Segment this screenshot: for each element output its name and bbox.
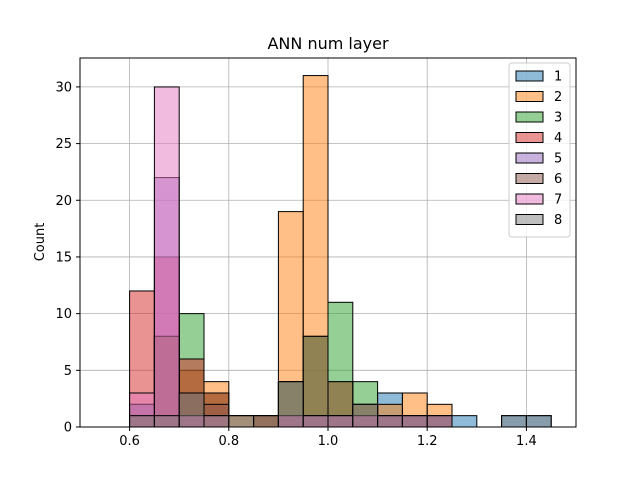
histogram-bar-series-8 — [327, 415, 354, 428]
histogram-bar-series-8 — [228, 415, 255, 428]
legend-label-3: 3 — [554, 111, 562, 126]
legend-label-1: 1 — [554, 70, 562, 85]
legend-swatch-1 — [515, 70, 544, 82]
histogram-bar-series-8 — [277, 381, 304, 428]
histogram-bar-series-8 — [501, 415, 527, 428]
legend: 1 2 3 4 5 6 7 8 — [508, 62, 571, 238]
histogram-bar-series-8 — [401, 415, 428, 428]
histogram-bar-series-8 — [203, 415, 230, 428]
legend-swatch-2 — [515, 91, 544, 102]
histogram-bar-series-8 — [426, 415, 453, 428]
legend-label-4: 4 — [554, 131, 562, 146]
histogram-bar-series-7 — [153, 86, 180, 428]
histogram-bar-series-8 — [377, 415, 403, 428]
legend-swatch-4 — [515, 132, 544, 143]
x-tick-label: 1.4 — [516, 434, 537, 449]
x-tick-label: 1.0 — [318, 434, 339, 449]
legend-swatch-6 — [515, 173, 544, 184]
legend-label-7: 7 — [554, 193, 562, 208]
histogram-bar-series-8 — [302, 415, 329, 428]
x-tick-label: 0.8 — [218, 434, 239, 449]
y-tick-label: 10 — [55, 307, 72, 322]
x-tick-label: 1.2 — [417, 434, 438, 449]
y-tick-label: 30 — [55, 80, 72, 95]
legend-label-2: 2 — [554, 90, 562, 105]
legend-label-8: 8 — [554, 213, 562, 228]
histogram-bar-series-8 — [352, 403, 379, 428]
y-tick-label: 25 — [55, 137, 72, 152]
legend-swatch-5 — [515, 152, 544, 164]
chart-title: ANN num layer — [267, 34, 388, 53]
legend-swatch-8 — [515, 214, 544, 225]
histogram-bar-series-8 — [253, 415, 279, 428]
histogram-bar-series-8 — [153, 415, 180, 428]
y-axis-label: Count — [33, 223, 48, 262]
legend-label-6: 6 — [554, 172, 562, 187]
y-tick-label: 20 — [55, 194, 72, 209]
histogram-bar-series-6 — [302, 335, 329, 428]
histogram-bar-series-8 — [178, 392, 205, 428]
legend-swatch-3 — [515, 111, 544, 123]
histogram-bar-series-1 — [451, 415, 478, 428]
bars-layer — [129, 75, 552, 428]
y-tick-label: 5 — [64, 364, 72, 379]
histogram-bar-series-8 — [129, 415, 155, 428]
histogram-bar-series-8 — [525, 415, 552, 428]
y-tick-label: 15 — [55, 250, 72, 265]
legend-swatch-7 — [515, 193, 544, 205]
x-tick-label: 0.6 — [119, 434, 140, 449]
y-tick-label: 0 — [64, 421, 72, 436]
legend-label-5: 5 — [554, 152, 562, 167]
